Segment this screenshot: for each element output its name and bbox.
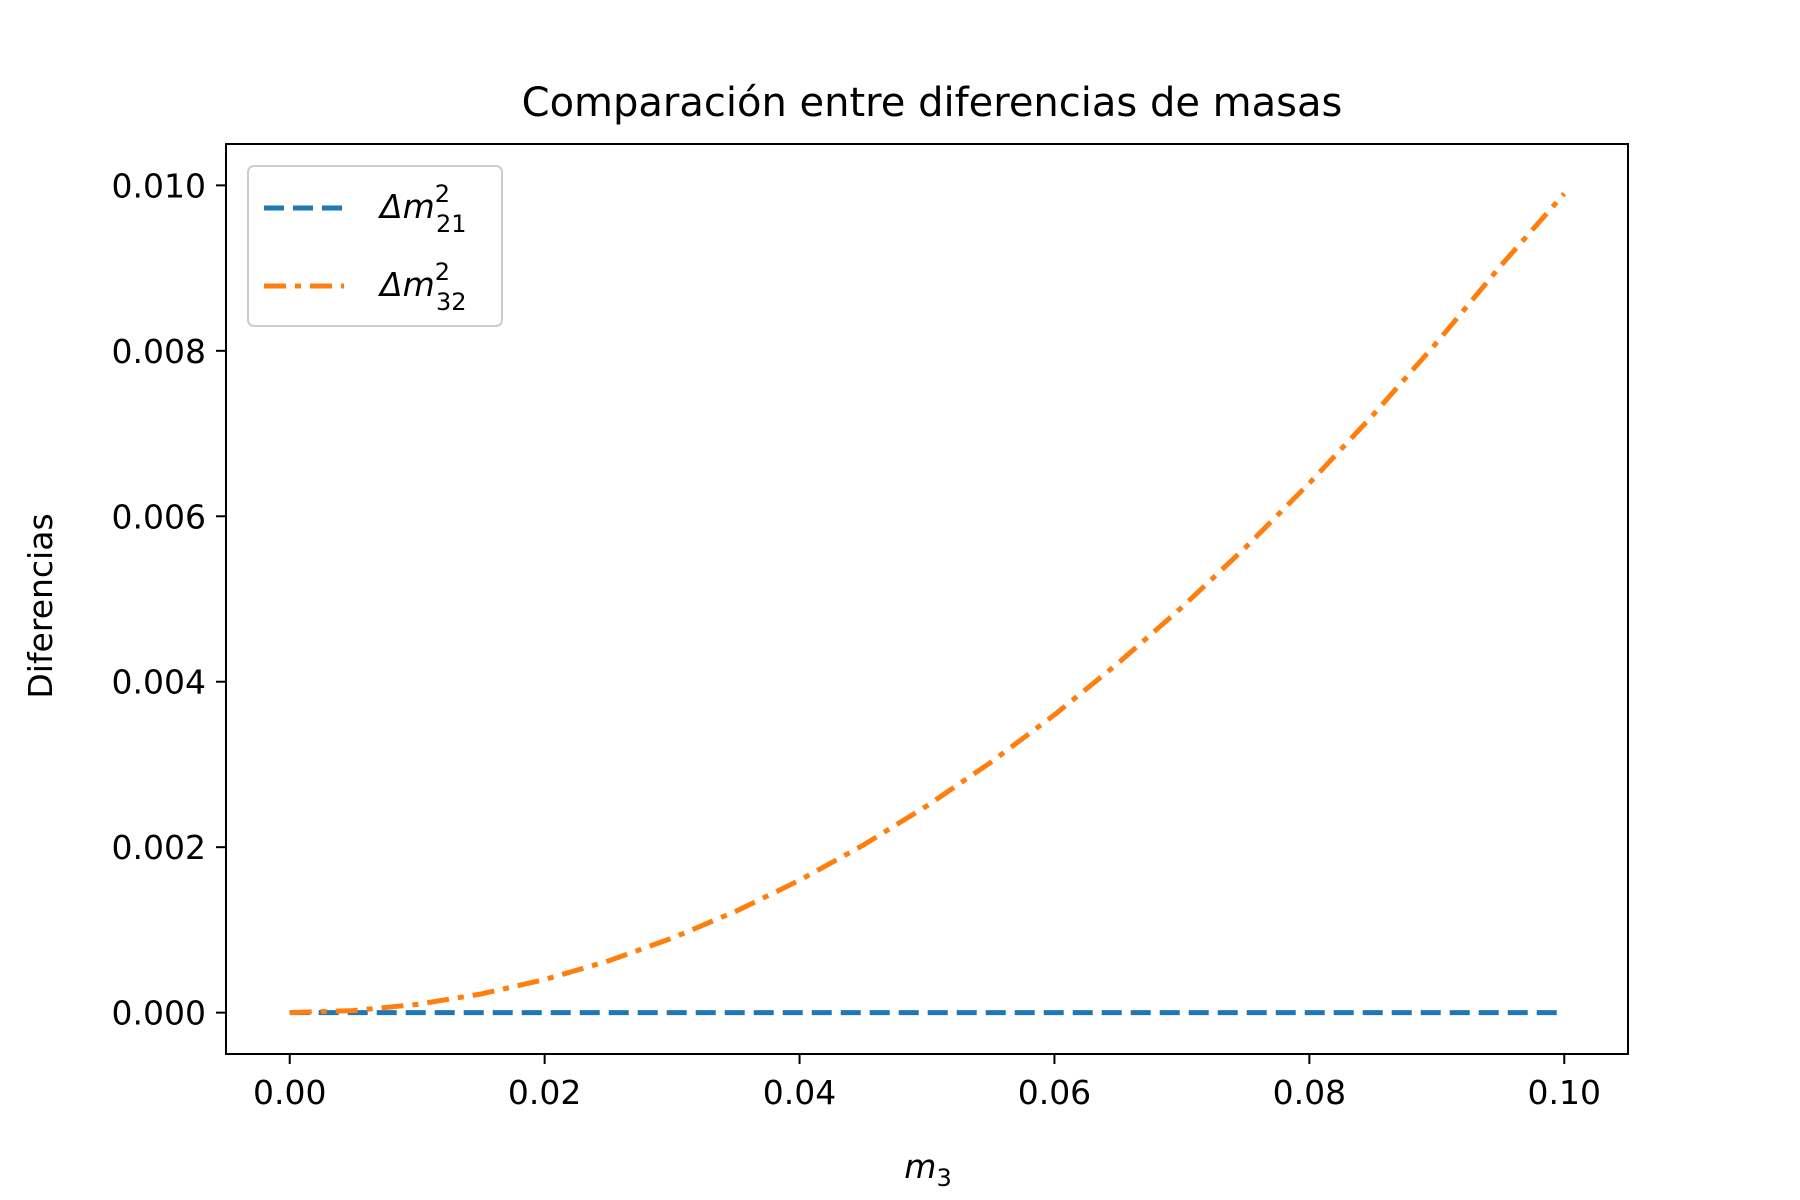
- x-tick-label: 0.06: [1018, 1073, 1091, 1112]
- plot-area: [289, 191, 1567, 1016]
- y-axis: 0.000 0.002 0.004 0.006 0.008 0.010: [112, 166, 226, 1033]
- x-tick-label: 0.10: [1528, 1073, 1601, 1112]
- x-tick-label: 0.04: [763, 1073, 836, 1112]
- x-tick-label: 0.02: [508, 1073, 581, 1112]
- series-line-32: [289, 191, 1567, 1016]
- legend-label-delta-m21: Δm2 21: [377, 180, 467, 238]
- y-tick-label: 0.002: [112, 828, 206, 867]
- y-tick-label: 0.006: [112, 497, 206, 536]
- legend: Δm2 21 Δm2 32: [247, 165, 503, 327]
- y-tick-label: 0.008: [112, 332, 206, 371]
- plot-frame: [225, 143, 1629, 1055]
- x-tick-label: 0.00: [253, 1073, 326, 1112]
- x-axis-label: m3: [904, 1147, 951, 1192]
- y-axis-label: Diferencias: [21, 513, 60, 698]
- chart-title: Comparación entre diferencias de masas: [522, 80, 1343, 126]
- y-tick-label: 0.010: [112, 166, 206, 205]
- y-tick-label: 0.004: [112, 663, 206, 702]
- y-tick-label: 0.000: [112, 994, 206, 1033]
- x-tick-label: 0.08: [1273, 1073, 1346, 1112]
- x-axis-label-sub: 3: [936, 1164, 951, 1192]
- legend-entry-delta-m32: Δm2 32: [264, 258, 467, 316]
- legend-entry-delta-m21: Δm2 21: [264, 180, 467, 238]
- legend-label-delta-m32: Δm2 32: [377, 258, 467, 316]
- x-axis-label-main: m: [904, 1147, 936, 1186]
- x-axis: 0.00 0.02 0.04 0.06 0.08 0.10: [253, 1054, 1601, 1112]
